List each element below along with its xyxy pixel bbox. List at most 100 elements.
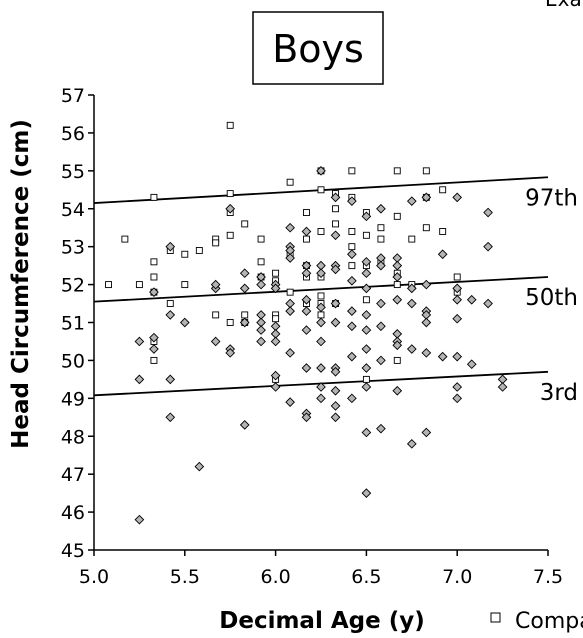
- scatter-point-diamond: [406, 283, 417, 294]
- scatter-point-diamond: [483, 298, 493, 309]
- scatter-point-diamond: [376, 423, 386, 434]
- scatter-point-diamond: [330, 366, 341, 377]
- scatter-point-diamond: [452, 382, 463, 392]
- scatter-point-square: [393, 167, 401, 175]
- scatter-point-square: [121, 235, 129, 243]
- scatter-point-diamond: [165, 241, 176, 252]
- y-tick-label: 50: [61, 350, 85, 372]
- scatter-point-square: [166, 300, 174, 307]
- percentile-line-50th: [93, 276, 549, 303]
- scatter-point-square: [226, 121, 234, 129]
- scatter-point-square: [362, 231, 370, 239]
- scatter-point-square: [377, 224, 385, 232]
- scatter-point-diamond: [316, 336, 326, 347]
- scatter-point-square: [105, 281, 112, 289]
- scatter-point-square: [212, 239, 220, 247]
- percentile-lines: 97th 50th 3rd: [93, 176, 578, 406]
- scatter-point-diamond: [165, 310, 176, 320]
- scatter-point-diamond: [437, 351, 448, 362]
- scatter-point-diamond: [452, 192, 463, 203]
- scatter-point-diamond: [301, 325, 312, 335]
- scatter-point-diamond: [270, 283, 281, 294]
- scatter-point-diamond: [239, 420, 250, 430]
- scatter-point-square: [181, 281, 189, 289]
- scatter-point-square: [408, 235, 416, 243]
- scatter-point-diamond: [149, 287, 159, 298]
- scatter-point-square: [439, 228, 447, 235]
- scatter-point-square: [303, 209, 310, 216]
- scatter-point-diamond: [210, 279, 221, 290]
- scatter-point-square: [212, 311, 220, 319]
- scatter-point-diamond: [497, 382, 508, 392]
- scatter-point-square: [286, 288, 294, 296]
- scatter-point-diamond: [361, 211, 372, 222]
- scatter-point-square: [181, 250, 189, 258]
- scatter-point-diamond: [316, 317, 326, 328]
- scatter-point-square: [317, 311, 325, 319]
- scatter-point-diamond: [165, 412, 176, 423]
- scatter-point-square: [439, 186, 447, 194]
- scatter-point-square: [257, 235, 265, 243]
- scatter-point-diamond: [361, 344, 372, 354]
- scatter-point-diamond: [361, 310, 372, 320]
- scatter-point-diamond: [239, 317, 250, 328]
- chart-title: Boys: [272, 27, 364, 71]
- scatter-point-diamond: [316, 382, 326, 392]
- x-tick-label: 5.0: [79, 566, 109, 588]
- scatter-point-diamond: [330, 401, 341, 411]
- y-tick-label: 46: [61, 502, 85, 524]
- scatter-point-diamond: [301, 226, 312, 237]
- scatter-point-diamond: [149, 332, 159, 343]
- scatter-point-square: [422, 224, 430, 232]
- scatter-point-diamond: [466, 294, 477, 305]
- scatter-point-square: [226, 190, 234, 198]
- scatter-point-diamond: [330, 385, 341, 396]
- scatter-point-diamond: [316, 363, 326, 373]
- percentile-label: 3rd: [540, 380, 578, 406]
- scatter-point-diamond: [165, 374, 176, 385]
- scatter-point-diamond: [330, 230, 341, 241]
- scatter-point-diamond: [361, 488, 372, 498]
- scatter-point-square: [422, 167, 430, 175]
- scatter-point-square: [241, 311, 249, 319]
- x-tick-label: 5.5: [170, 566, 200, 588]
- scatter-point-diamond: [361, 256, 372, 267]
- scatter-point-diamond: [347, 249, 357, 260]
- scatter-point-square: [303, 235, 310, 243]
- scatter-point-square: [150, 193, 158, 201]
- x-tick-label: 7.0: [442, 566, 472, 588]
- scatter-point-diamond: [392, 294, 403, 305]
- scatter-point-diamond: [406, 344, 417, 354]
- scatter-point-diamond: [452, 351, 463, 362]
- scatter-point-diamond: [347, 306, 357, 316]
- scatter-point-diamond: [452, 294, 463, 305]
- scatter-point-diamond: [134, 514, 145, 525]
- scatter-point-diamond: [330, 412, 341, 423]
- x-axis-title: Decimal Age (y): [219, 608, 424, 634]
- x-tick-label: 6.5: [351, 566, 381, 588]
- scatter-point-square: [150, 258, 158, 266]
- scatter-point-square: [393, 281, 401, 289]
- scatter-point-diamond: [330, 317, 341, 328]
- scatter-point-square: [393, 356, 401, 364]
- scatter-point-diamond: [270, 370, 281, 381]
- scatter-point-diamond: [225, 347, 236, 358]
- scatter-point-diamond: [301, 306, 312, 316]
- y-tick-label: 47: [61, 464, 85, 486]
- scatter-point-square: [272, 315, 280, 323]
- scatter-point-square: [317, 228, 325, 235]
- scatter-point-diamond: [361, 283, 372, 294]
- scatter-point-diamond: [347, 196, 357, 207]
- corner-text: Exa: [545, 0, 582, 11]
- scatter-point-diamond: [301, 294, 312, 305]
- scatter-point-diamond: [392, 272, 403, 282]
- scatter-point-diamond: [285, 306, 295, 316]
- scatter-point-square: [362, 296, 370, 304]
- scatter-point-square: [317, 292, 325, 300]
- scatter-point-diamond: [421, 427, 432, 438]
- scatter-point-diamond: [361, 268, 372, 279]
- scatter-point-diamond: [316, 165, 326, 176]
- scatter-point-square: [257, 258, 265, 266]
- x-tick-label: 7.5: [533, 566, 563, 588]
- scatter-point-diamond: [301, 363, 312, 373]
